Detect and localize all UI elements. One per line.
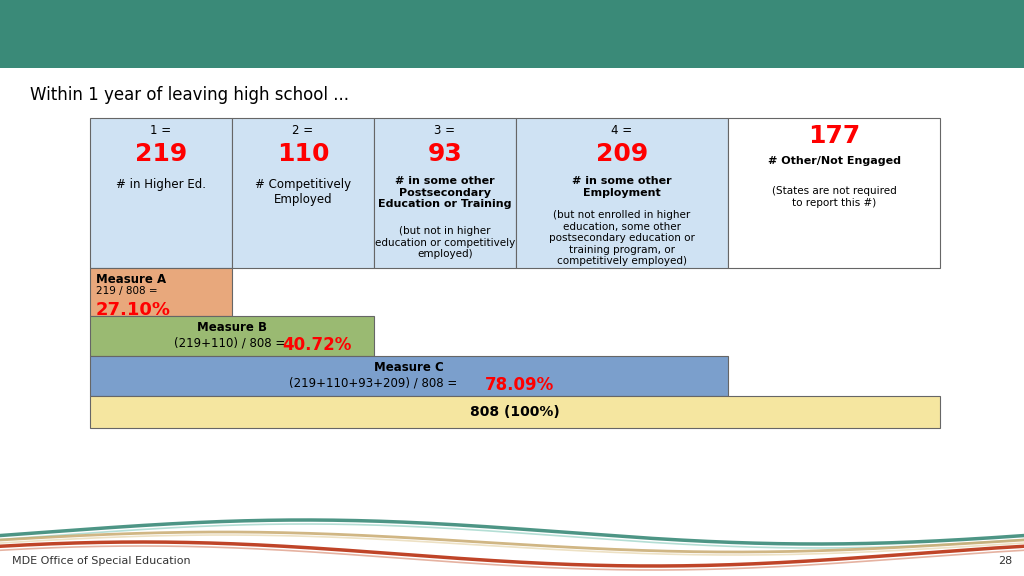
Text: 27.10%: 27.10%: [96, 301, 171, 319]
Bar: [516, 118, 728, 268]
Bar: [90, 356, 728, 396]
Text: 78.09%: 78.09%: [485, 376, 554, 394]
Text: Within 1 year of leaving high school ...: Within 1 year of leaving high school ...: [30, 86, 349, 104]
Text: (219+110) / 808 =: (219+110) / 808 =: [174, 336, 289, 349]
Bar: [90, 118, 232, 268]
Text: Measure A: Measure A: [96, 273, 166, 286]
Text: Measure B: Measure B: [197, 321, 267, 334]
Text: 40.72%: 40.72%: [282, 336, 351, 354]
Text: MDE Office of Special Education: MDE Office of Special Education: [12, 556, 190, 566]
Text: # Competitively
Employed: # Competitively Employed: [255, 178, 351, 206]
Text: (but not in higher
education or competitively
employed): (but not in higher education or competit…: [375, 226, 515, 259]
Text: 219: 219: [135, 142, 187, 166]
Bar: [0, 0, 1024, 68]
Bar: [90, 396, 940, 428]
Text: (States are not required
to report this #): (States are not required to report this …: [772, 186, 896, 207]
Text: 3 =: 3 =: [434, 124, 456, 137]
Bar: [728, 118, 940, 268]
Bar: [374, 118, 516, 268]
Text: # in some other
Postsecondary
Education or Training: # in some other Postsecondary Education …: [378, 176, 512, 209]
Bar: [90, 316, 374, 356]
Text: # in some other
Employment: # in some other Employment: [572, 176, 672, 198]
Text: 2 =: 2 =: [293, 124, 313, 137]
Text: 110: 110: [276, 142, 330, 166]
Text: 1 =: 1 =: [151, 124, 172, 137]
Text: 219 / 808 =: 219 / 808 =: [96, 286, 158, 296]
Text: (219+110+93+209) / 808 =: (219+110+93+209) / 808 =: [289, 376, 461, 389]
Text: 4 =: 4 =: [611, 124, 633, 137]
Text: # Other/Not Engaged: # Other/Not Engaged: [768, 156, 900, 166]
Text: 28: 28: [997, 556, 1012, 566]
Text: (but not enrolled in higher
education, some other
postsecondary education or
tra: (but not enrolled in higher education, s…: [549, 210, 695, 266]
Text: 177: 177: [808, 124, 860, 148]
Bar: [90, 268, 232, 316]
Text: Measure C: Measure C: [374, 361, 443, 374]
Text: Indicator 14 – Federal Reporting Categories FFY2019: Indicator 14 – Federal Reporting Categor…: [30, 20, 858, 48]
Text: # in Higher Ed.: # in Higher Ed.: [116, 178, 206, 191]
Text: 209: 209: [596, 142, 648, 166]
Bar: [232, 118, 374, 268]
Text: 808 (100%): 808 (100%): [470, 405, 560, 419]
Text: 93: 93: [428, 142, 463, 166]
